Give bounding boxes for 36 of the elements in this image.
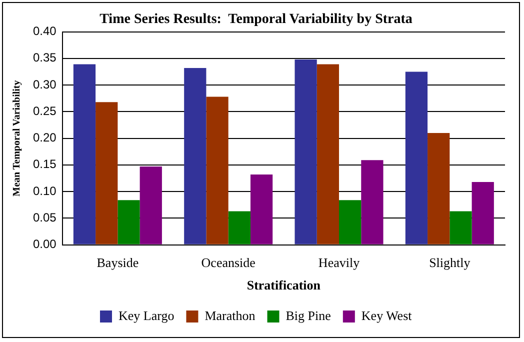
- bar: [73, 64, 96, 244]
- legend-label: Big Pine: [286, 308, 332, 323]
- y-tick-label: 0.35: [32, 50, 57, 65]
- bar: [472, 182, 494, 244]
- legend-label: Marathon: [204, 308, 256, 323]
- bar: [450, 211, 472, 244]
- bar: [405, 72, 428, 244]
- bar: [140, 166, 162, 244]
- bar: [294, 59, 317, 244]
- y-tick-label: 0.10: [32, 184, 57, 198]
- y-tick-label: 0.25: [32, 104, 57, 118]
- x-tick-label: Oceanside: [201, 255, 256, 270]
- legend-label: Key Largo: [118, 308, 174, 323]
- y-tick-label: 0.15: [32, 157, 57, 172]
- bar: [228, 211, 250, 244]
- bar: [96, 102, 118, 244]
- x-tick-label: Heavily: [318, 255, 360, 270]
- x-tick-label: Slightly: [429, 255, 471, 270]
- y-tick-label: 0.30: [32, 77, 57, 92]
- y-tick-label: 0.05: [32, 210, 57, 224]
- y-axis-title: Mean Temporal Variability: [12, 80, 23, 196]
- bar: [361, 160, 384, 244]
- y-tick-label: 0.00: [32, 237, 57, 252]
- bar: [316, 64, 340, 244]
- x-axis-title: Stratification: [246, 278, 322, 293]
- y-tick-label: 0.20: [32, 130, 57, 145]
- bar: [339, 200, 362, 244]
- y-tick-label: 0.40: [32, 24, 57, 38]
- chart-title: Time Series Results: Temporal Variability by Strata: [100, 12, 412, 28]
- bar: [118, 200, 140, 244]
- bar: [428, 132, 450, 244]
- bar: [206, 96, 228, 244]
- legend-label: Key West: [361, 308, 412, 323]
- bar: [184, 68, 206, 244]
- bar: [250, 174, 273, 244]
- x-tick-label: Bayside: [96, 255, 139, 270]
